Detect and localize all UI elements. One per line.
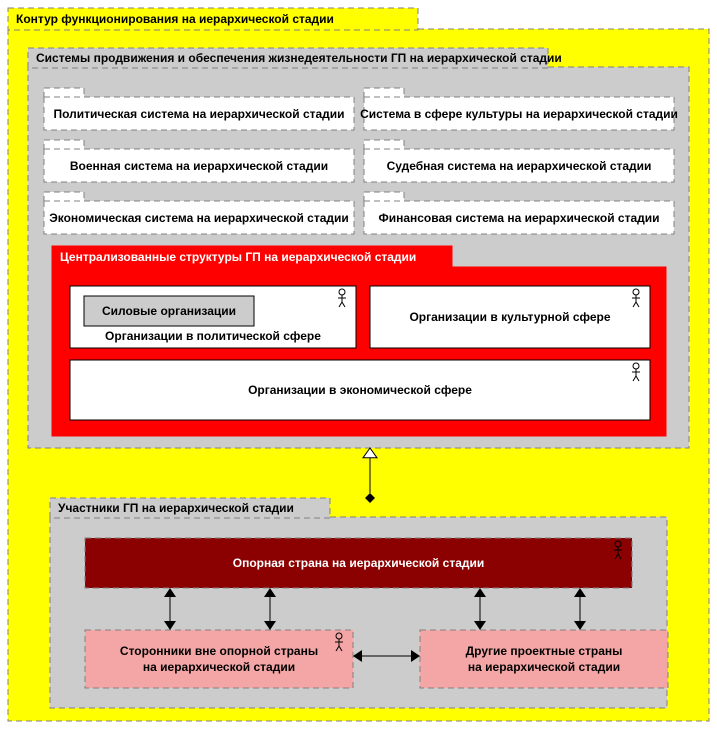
inner-box-label: Силовые организации [102,304,236,318]
system-item-3-label: Судебная система на иерархической стадии [387,159,652,173]
system-item-2-label: Военная система на иерархической стадии [70,159,328,173]
participants-container-title: Участники ГП на иерархической стадии [58,501,294,515]
participant-child-1-label-1: Другие проектные страны [466,644,623,658]
participant-child-0-label-1: Сторонники вне опорной страны [120,644,318,658]
participant-child-1 [420,630,668,688]
outer-container-title: Контур функционирования на иерархической… [16,12,334,26]
system-item-0-label: Политическая система на иерархической ст… [53,107,344,121]
systems-container-title: Системы продвижения и обеспечения жизнед… [36,51,562,65]
participant-child-1-label-2: на иерархической стадии [468,660,620,674]
anchor-label: Опорная страна на иерархической стадии [233,556,484,570]
participant-child-0 [85,630,353,688]
system-item-4-label: Экономическая система на иерархической с… [49,211,349,225]
participant-child-0-label-2: на иерархической стадии [143,660,295,674]
system-item-5-label: Финансовая система на иерархической стад… [378,211,659,225]
central-card-1-label: Организации в культурной сфере [409,310,610,324]
central-card-0-label: Организации в политической сфере [105,329,321,343]
system-item-1-label: Система в сфере культуры на иерархическо… [360,107,678,121]
central-container-title: Централизованные структуры ГП на иерархи… [60,250,416,264]
central-card-2-label: Организации в экономической сфере [248,383,472,397]
